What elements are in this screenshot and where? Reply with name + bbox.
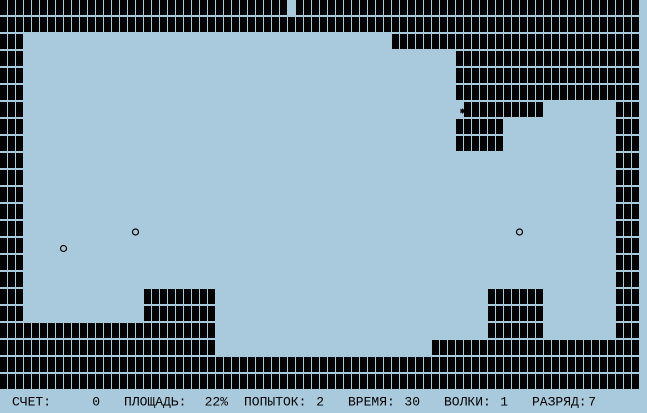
wall-block: [432, 340, 616, 357]
wall-block: [616, 34, 640, 357]
status-label: ПЛОЩАДЬ:: [124, 394, 186, 409]
balls: [59, 228, 524, 253]
wall-block: [0, 17, 640, 34]
wall-block: [24, 323, 216, 357]
status-value: 7: [588, 394, 596, 409]
status-value: 0: [92, 394, 100, 409]
ball: [515, 228, 524, 236]
wall-block: [0, 0, 288, 17]
status-label: СЧЕТ:: [12, 394, 51, 409]
status-bar: СЧЕТ: 0 ПЛОЩАДЬ: 22% ПОПЫТОК: 2 ВРЕМЯ: 30 ВОЛКИ:…: [12, 394, 596, 409]
status-value: 30: [404, 394, 420, 409]
wall-block: [392, 34, 616, 51]
wall-block: [464, 102, 544, 119]
wolf: [460, 108, 465, 114]
wall-block: [456, 51, 616, 102]
wall-block: [144, 289, 216, 323]
wall-block: [0, 34, 24, 357]
status-label: РАЗРЯД:: [532, 394, 587, 409]
status-value: 2: [316, 394, 324, 409]
wall-block: [0, 357, 640, 391]
status-label: ВОЛКИ:: [444, 394, 491, 409]
ball: [131, 228, 140, 236]
status-value: 1: [500, 394, 508, 409]
ball: [59, 244, 68, 253]
status-label: ПОПЫТОК:: [244, 394, 306, 409]
wall-block: [296, 0, 640, 17]
wall-block: [456, 119, 504, 153]
status-label: ВРЕМЯ:: [348, 394, 395, 409]
wall-block: [488, 289, 544, 340]
status-value: 22%: [205, 394, 229, 409]
field: [0, 0, 640, 391]
